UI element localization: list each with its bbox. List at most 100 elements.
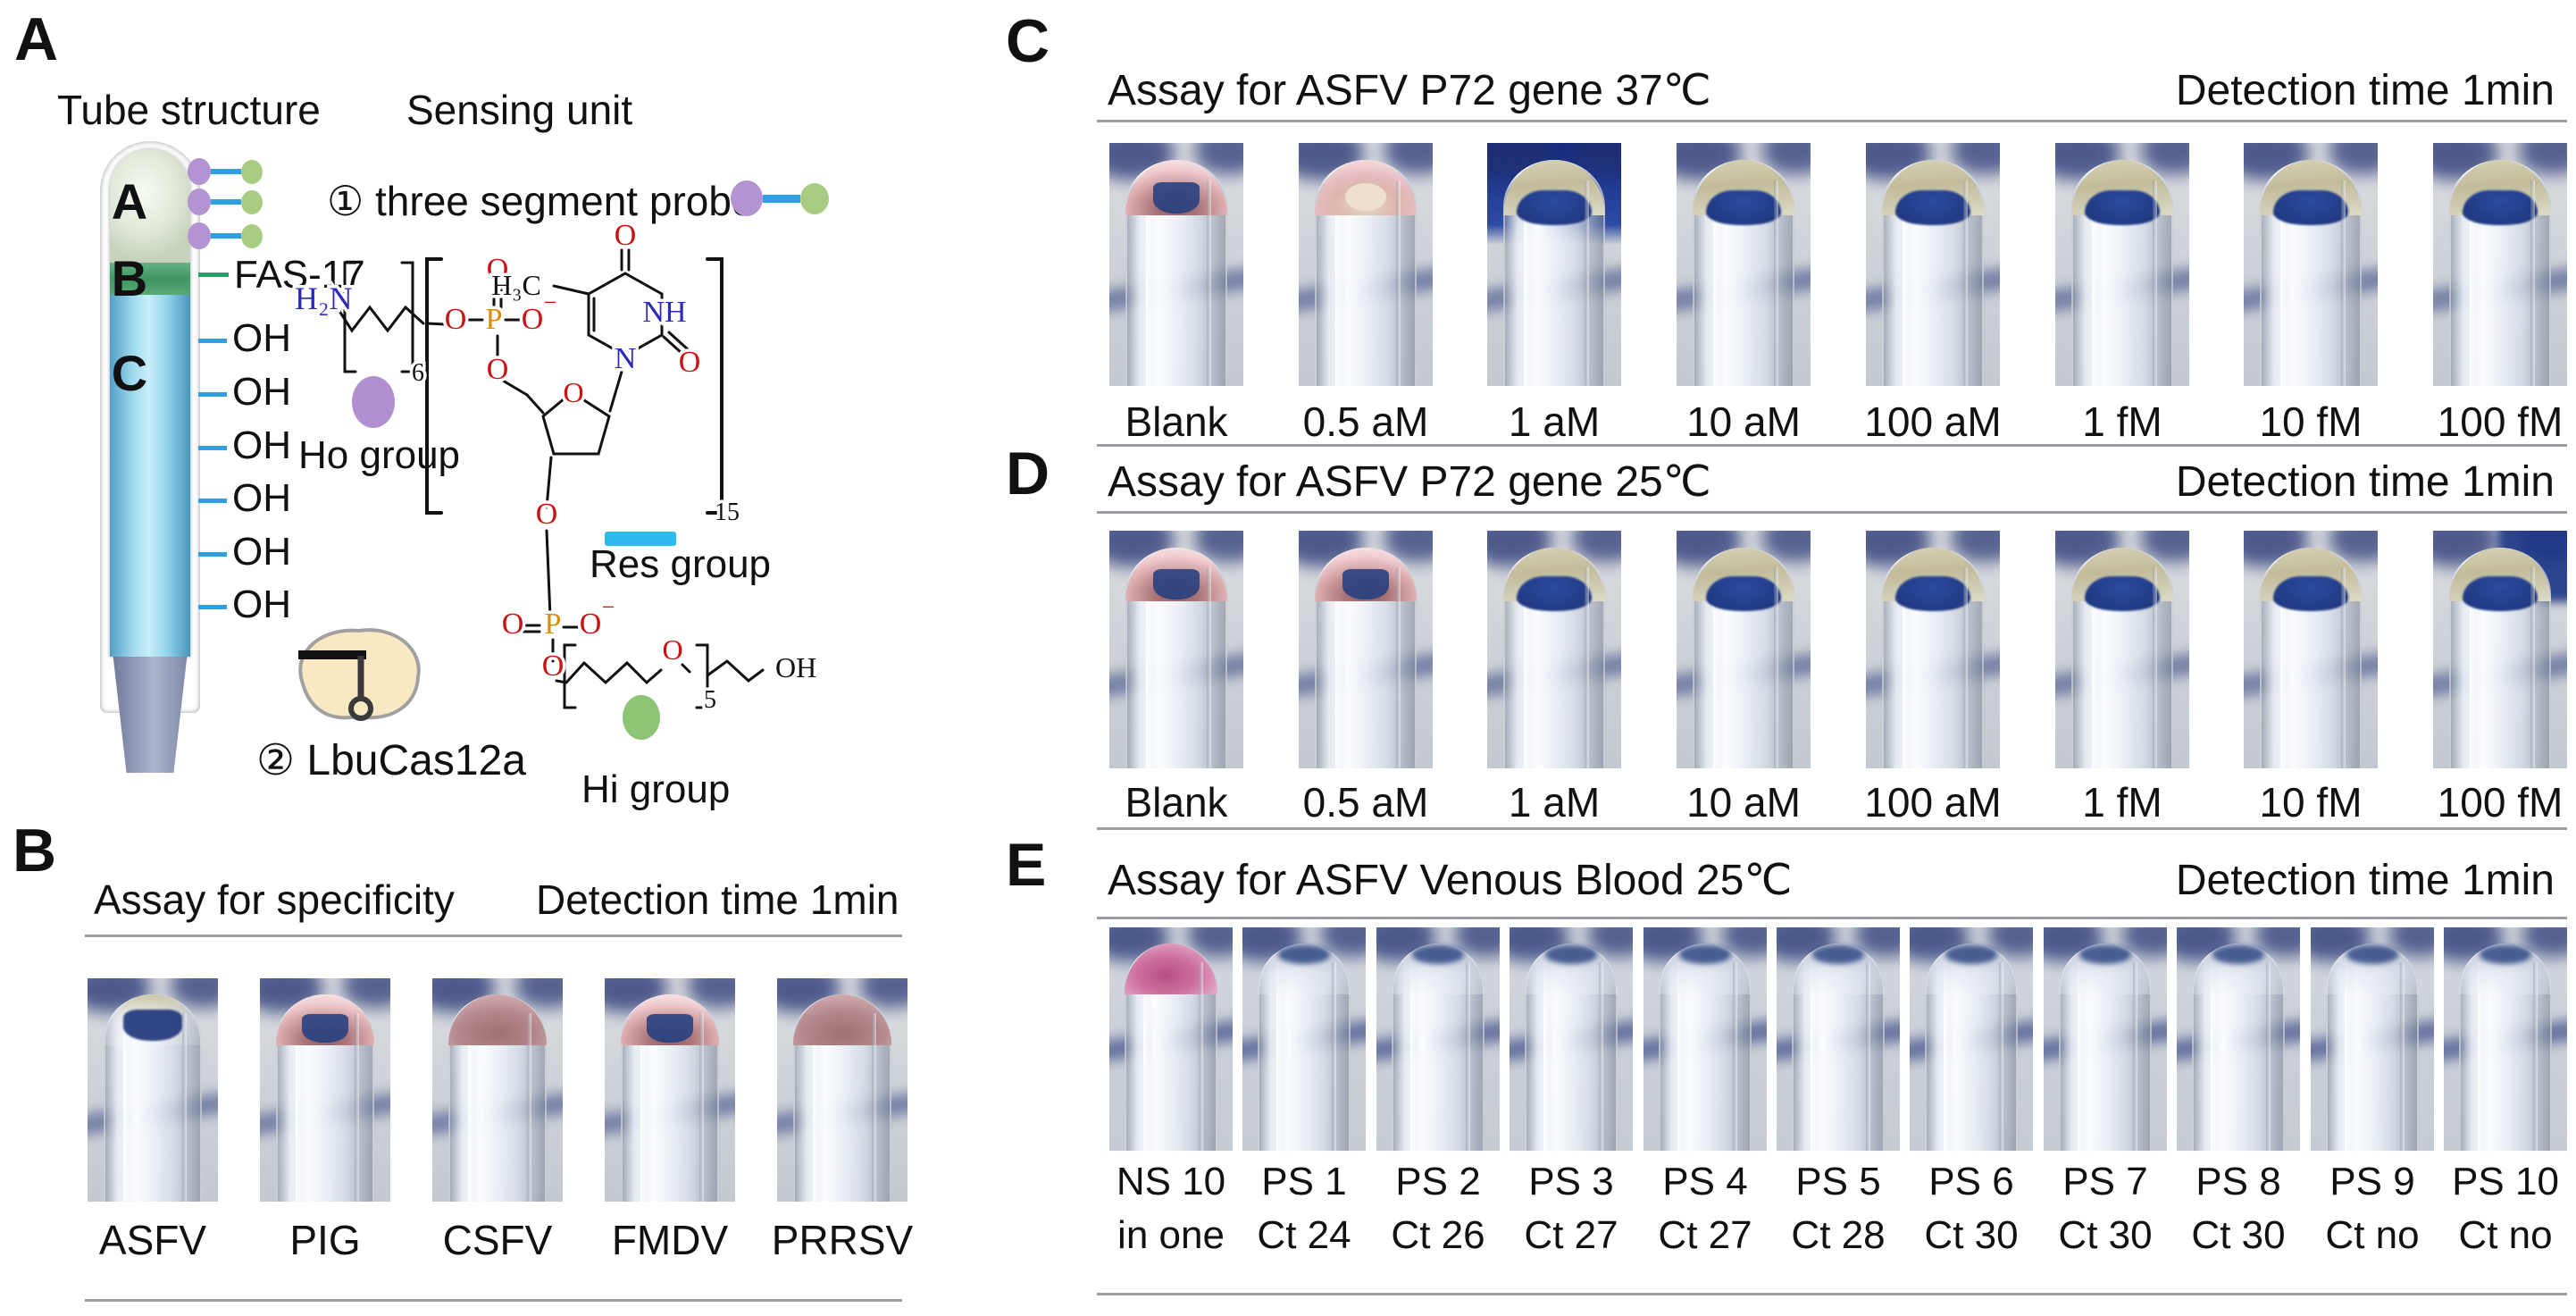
- tube-label: 10 fM: [2259, 779, 2363, 826]
- tube-photo: [1109, 531, 1243, 768]
- res-bar-icon: [211, 233, 241, 239]
- tube-label: CSFV: [442, 1217, 553, 1263]
- tube-label: 10 fM: [2259, 398, 2363, 445]
- tube-inner: [110, 149, 190, 657]
- tube-sublabel: Ct 27: [1658, 1213, 1752, 1257]
- atom-label: NH: [642, 296, 686, 329]
- panel-c-letter: C: [1006, 7, 1050, 75]
- tube-glass: [447, 993, 548, 1202]
- hi-dot-icon: [241, 189, 263, 214]
- probe-legend-icon: [731, 180, 829, 216]
- panel-e-title: Assay for ASFV Venous Blood 25℃: [1108, 857, 1793, 904]
- panel-e-letter: E: [1006, 831, 1047, 899]
- panel-e-detection-time: Detection time 1min: [2175, 857, 2555, 904]
- tube-glass: [2191, 943, 2286, 1151]
- tube-label: 10 aM: [1686, 779, 1801, 826]
- tube-photo: [1487, 143, 1621, 386]
- key-icon: [348, 696, 373, 721]
- res-bar-icon: [211, 199, 241, 205]
- tube-glass: [1882, 547, 1984, 768]
- res-group-icon: [605, 532, 676, 546]
- tube-label: PS 6: [1928, 1160, 2014, 1203]
- tube-sublabel: Ct no: [2458, 1213, 2553, 1257]
- tube-photo: [2311, 927, 2434, 1151]
- tube-sublabel: Ct 30: [1924, 1213, 2019, 1257]
- tube-label: PS 9: [2329, 1160, 2415, 1203]
- ho-dot-icon: [188, 189, 211, 215]
- tube-photo: [1376, 927, 1500, 1151]
- atom-label: O: [487, 353, 509, 386]
- atom-label: O: [580, 608, 602, 641]
- atom-label: O: [563, 376, 583, 408]
- tube-label: PS 2: [1395, 1160, 1481, 1203]
- oh-line: [198, 605, 227, 609]
- tube-sublabel: Ct 30: [2058, 1213, 2153, 1257]
- atom-label: O: [522, 303, 544, 336]
- tube-photo: [1487, 531, 1621, 768]
- panel-d-bottom-rule: [1097, 827, 2567, 830]
- tube-photo: [1866, 143, 2000, 386]
- tube-label: 0.5 aM: [1302, 398, 1429, 445]
- atom-label: −: [602, 594, 615, 620]
- tube-glass: [2458, 943, 2553, 1151]
- tube-sublabel: Ct 30: [2191, 1213, 2286, 1257]
- panel-d-letter: D: [1006, 440, 1050, 507]
- tube-glass: [2260, 547, 2362, 768]
- ho-dot-icon: [188, 158, 211, 185]
- tube-glass: [2071, 160, 2173, 386]
- tube-label: 100 fM: [2437, 398, 2563, 445]
- tube-label: Blank: [1125, 779, 1228, 826]
- tube-photo: [1510, 927, 1633, 1151]
- tube-glass: [1658, 943, 1752, 1151]
- tube-photo: [1866, 531, 2000, 768]
- atom-label: O: [487, 253, 509, 286]
- tube-glass: [2260, 160, 2362, 386]
- sensing-unit-heading: Sensing unit: [406, 87, 633, 133]
- tube-photo: [1777, 927, 1900, 1151]
- tube-label: PRRSV: [771, 1217, 914, 1263]
- panel-b-letter: B: [13, 817, 57, 884]
- atom-label: H₃C: [491, 269, 541, 301]
- panel-b-detection-time: Detection time 1min: [536, 876, 899, 923]
- cas12a-label: ② LbuCas12a: [256, 737, 526, 784]
- atom-label: 15: [715, 499, 740, 526]
- atom-label: O: [542, 650, 565, 683]
- cas12a-icon: [298, 628, 421, 721]
- tube-glass: [620, 993, 720, 1202]
- res-group-label: Res group: [590, 542, 772, 586]
- ho-group-icon: [352, 376, 395, 428]
- tube-section-a: [110, 149, 190, 263]
- oh-line: [198, 552, 227, 557]
- tube-photo: [260, 978, 390, 1202]
- atom-label: P: [545, 608, 562, 641]
- atom-label: O: [502, 608, 524, 641]
- tube-glass: [2325, 943, 2420, 1151]
- atom-label: P: [486, 303, 503, 336]
- panel-c-title: Assay for ASFV P72 gene 37℃: [1108, 67, 1711, 114]
- atom-label: O: [679, 346, 701, 379]
- cas-bar-icon: [298, 650, 366, 659]
- tube-label: 10 aM: [1686, 398, 1801, 445]
- tube-sublabel: Ct 26: [1391, 1213, 1485, 1257]
- tube-label: ASFV: [98, 1217, 207, 1263]
- panel-d-title: Assay for ASFV P72 gene 25℃: [1108, 458, 1711, 506]
- atom-label: −: [544, 289, 557, 315]
- oh-line: [198, 499, 227, 503]
- tube-glass: [1791, 943, 1886, 1151]
- oh-label: OH: [232, 423, 291, 467]
- tube-sublabel: Ct 28: [1791, 1213, 1886, 1257]
- tube-glass: [792, 993, 892, 1202]
- hi-dot-icon: [800, 182, 829, 214]
- tube-photo: [777, 978, 907, 1202]
- tube-section-c: [110, 295, 190, 657]
- tube-photo: [1109, 927, 1233, 1151]
- ho-dot-icon: [731, 180, 763, 216]
- tube-glass: [1524, 943, 1618, 1151]
- tube-glass: [275, 993, 375, 1202]
- panel-b-top-rule: [85, 935, 902, 937]
- tube-label: 100 fM: [2437, 779, 2563, 826]
- tube-photo: [1643, 927, 1767, 1151]
- tube-photo: [2055, 143, 2189, 386]
- tube-label: NS 10: [1116, 1160, 1226, 1203]
